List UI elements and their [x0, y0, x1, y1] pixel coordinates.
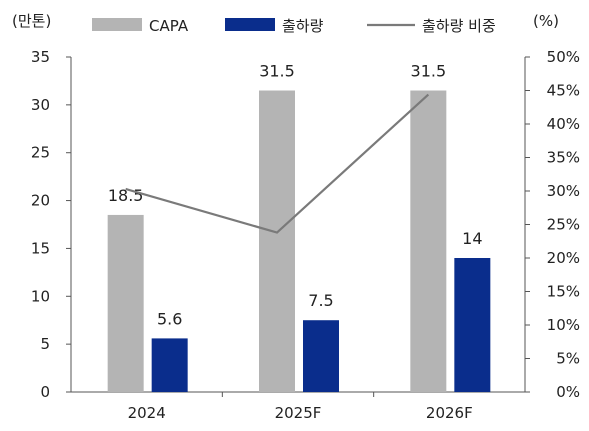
- left-axis-unit: (만톤): [12, 12, 51, 30]
- right-axis-tick-label: 10%: [547, 316, 580, 334]
- data-label-capa: 31.5: [411, 62, 447, 81]
- legend-label-capa: CAPA: [149, 17, 189, 35]
- left-axis-tick-label: 0: [40, 383, 50, 401]
- right-axis-tick-label: 30%: [547, 182, 580, 200]
- left-axis-tick-label: 15: [31, 239, 50, 257]
- data-label-capa: 18.5: [108, 186, 144, 205]
- right-axis-tick-label: 15%: [547, 283, 580, 301]
- bar-capa: [410, 91, 446, 393]
- right-axis-tick-label: 50%: [547, 48, 580, 66]
- x-axis-tick-label: 2024: [128, 404, 166, 422]
- data-label-shipment: 14: [462, 229, 482, 248]
- left-axis-tick-label: 20: [31, 192, 50, 210]
- x-axis-tick-label: 2026F: [426, 404, 473, 422]
- legend-swatch-shipment: [225, 18, 275, 31]
- legend-label-shipment-share: 출하량 비중: [422, 17, 496, 35]
- right-axis-tick-label: 45%: [547, 82, 580, 100]
- data-label-capa: 31.5: [259, 62, 295, 81]
- data-label-shipment: 7.5: [308, 291, 333, 310]
- right-axis-tick-label: 25%: [547, 216, 580, 234]
- right-axis-tick-label: 40%: [547, 115, 580, 133]
- right-axis-tick-label: 0%: [556, 383, 580, 401]
- left-axis-tick-label: 10: [31, 287, 50, 305]
- bar-shipment: [152, 338, 188, 392]
- bar-capa: [259, 91, 295, 393]
- bar-capa: [108, 215, 144, 392]
- data-label-shipment: 5.6: [157, 309, 182, 328]
- right-axis-unit: (%): [533, 12, 559, 30]
- x-axis-tick-label: 2025F: [275, 404, 322, 422]
- right-axis-tick-label: 5%: [556, 350, 580, 368]
- legend-swatch-capa: [92, 18, 142, 31]
- bar-shipment: [454, 258, 490, 392]
- left-axis-tick-label: 30: [31, 96, 50, 114]
- right-axis-tick-label: 35%: [547, 149, 580, 167]
- right-axis-tick-label: 20%: [547, 249, 580, 267]
- left-axis-tick-label: 25: [31, 144, 50, 162]
- bar-shipment: [303, 320, 339, 392]
- left-axis-tick-label: 35: [31, 48, 50, 66]
- left-axis-tick-label: 5: [40, 335, 50, 353]
- legend-label-shipment: 출하량: [282, 17, 324, 35]
